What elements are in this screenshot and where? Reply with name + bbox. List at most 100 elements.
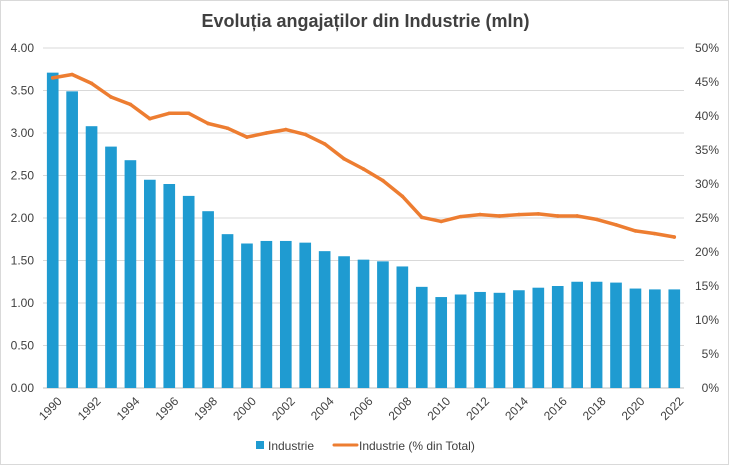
bar-series	[46, 72, 681, 389]
y-right-tick-label: 20%	[695, 245, 719, 259]
legend-label-industrie-pct: Industrie (% din Total)	[359, 439, 475, 453]
line-point	[575, 214, 579, 218]
bar	[610, 282, 622, 388]
x-tick-label: 2008	[386, 394, 415, 423]
bar	[163, 184, 176, 388]
bar	[454, 294, 467, 388]
x-tick-label: 2014	[502, 394, 531, 423]
x-tick-label: 1990	[36, 394, 65, 423]
bar	[338, 256, 350, 388]
line-point	[497, 214, 502, 218]
line-point	[109, 95, 113, 99]
bar	[435, 297, 448, 388]
line-point	[186, 111, 191, 116]
bar	[377, 261, 389, 388]
x-tick-label: 2016	[541, 394, 570, 423]
line-point	[419, 215, 424, 220]
line-point	[284, 127, 288, 132]
line-point	[458, 214, 463, 219]
y-right-tick-label: 50%	[695, 41, 719, 55]
line-point	[439, 219, 443, 224]
line-point	[633, 229, 638, 233]
line-point	[342, 157, 346, 161]
line-point	[653, 231, 657, 236]
y-right-tick-label: 30%	[695, 177, 719, 191]
x-tick-label: 2022	[658, 394, 687, 423]
bar	[474, 291, 486, 388]
line-point	[400, 194, 405, 199]
y-right-tick-label: 5%	[702, 347, 720, 361]
bar	[279, 240, 292, 388]
bar	[202, 211, 214, 388]
legend: Industrie Industrie (% din Total)	[256, 439, 475, 453]
x-tick-label: 2004	[308, 394, 337, 423]
line-point	[517, 212, 521, 217]
bar	[46, 72, 59, 389]
y-right-tick-label: 15%	[695, 279, 719, 293]
line-point	[264, 131, 269, 135]
x-tick-label: 1994	[114, 394, 143, 423]
bar	[532, 287, 545, 388]
bar	[493, 292, 506, 388]
x-tick-label: 1992	[75, 394, 104, 423]
bar	[396, 266, 409, 388]
bar	[318, 251, 331, 388]
line-point	[536, 212, 541, 216]
x-tick-label: 2020	[619, 394, 648, 423]
line-point	[50, 76, 55, 80]
bar	[105, 146, 117, 388]
line-point	[128, 102, 133, 107]
line-point	[148, 116, 152, 121]
line-point	[167, 111, 172, 116]
y-left-tick-label: 2.00	[11, 211, 35, 225]
line-point	[478, 212, 482, 217]
line-point	[89, 81, 94, 86]
line-point	[206, 121, 210, 126]
y-right-tick-label: 35%	[695, 143, 719, 157]
y-right-tick-label: 0%	[702, 381, 720, 395]
y-left-tick-label: 2.50	[11, 169, 35, 183]
bar	[241, 243, 253, 388]
y-right-tick-label: 25%	[695, 211, 719, 225]
legend-swatch-industrie	[256, 441, 264, 449]
legend-label-industrie: Industrie	[268, 439, 314, 453]
y-axis-right: 0% 5% 10% 15% 20% 25% 30% 35% 40% 45% 50%	[695, 41, 719, 395]
bar	[571, 281, 583, 388]
y-left-tick-label: 3.50	[11, 84, 35, 98]
bar	[66, 91, 78, 388]
chart-title: Evoluția angajaților din Industrie (mln)	[201, 11, 529, 31]
bar	[668, 289, 681, 388]
bar	[415, 286, 428, 388]
line-point	[303, 132, 308, 137]
y-right-tick-label: 40%	[695, 109, 719, 123]
bar	[629, 288, 642, 388]
y-left-tick-label: 1.50	[11, 254, 35, 268]
line-point	[225, 126, 230, 131]
x-tick-label: 1996	[153, 394, 182, 423]
line-point	[322, 142, 327, 146]
y-left-tick-label: 3.00	[11, 126, 35, 140]
bar	[299, 242, 312, 388]
line-point	[245, 135, 249, 139]
bar	[590, 281, 603, 388]
x-axis: 1990 1992 1994 1996 1998 2000 2002 2004 2006 2008…	[36, 394, 687, 423]
bar	[649, 289, 661, 388]
y-left-tick-label: 1.00	[11, 296, 35, 310]
y-right-tick-label: 10%	[695, 313, 719, 327]
x-tick-label: 2000	[230, 394, 259, 423]
line-point	[594, 217, 599, 222]
x-tick-label: 2010	[424, 394, 453, 423]
y-left-tick-label: 0.50	[11, 339, 35, 353]
bar	[551, 286, 564, 388]
x-tick-label: 2006	[347, 394, 376, 423]
line-point	[361, 167, 366, 171]
line-point	[381, 178, 385, 183]
line-point	[614, 223, 618, 227]
bar	[513, 290, 525, 388]
y-axis-left: 0.00 0.50 1.00 1.50 2.00 2.50 3.00 3.50 4.00	[11, 41, 35, 395]
bar	[260, 240, 273, 388]
bar	[221, 234, 234, 388]
bar	[182, 195, 195, 388]
y-right-tick-label: 45%	[695, 75, 719, 89]
